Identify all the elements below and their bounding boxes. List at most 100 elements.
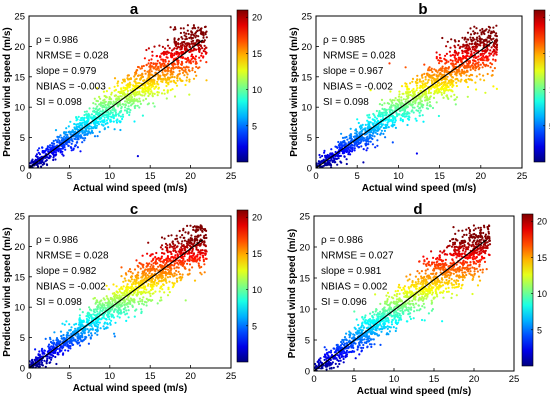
scatter-point (187, 238, 190, 241)
scatter-point (445, 61, 448, 64)
scatter-point (145, 301, 148, 304)
scatter-point (78, 317, 81, 320)
scatter-point (49, 353, 52, 356)
scatter-point (163, 62, 166, 65)
scatter-point (438, 56, 442, 60)
scatter-point (75, 340, 78, 343)
scatter-point (376, 129, 379, 132)
scatter-point (141, 75, 144, 78)
scatter-point (472, 56, 475, 59)
scatter-point (92, 121, 95, 124)
scatter-point (92, 297, 95, 300)
scatter-point (126, 301, 129, 305)
scatter-point (133, 268, 137, 271)
scatter-point (89, 116, 92, 119)
scatter-point (125, 96, 128, 99)
scatter-point (405, 112, 408, 115)
scatter-point (204, 33, 207, 36)
scatter-point (151, 54, 154, 57)
x-tick-label: 5 (67, 371, 72, 382)
scatter-point (162, 60, 165, 63)
scatter-point (419, 98, 422, 101)
y-tick-label: 20 (14, 42, 25, 53)
scatter-point (103, 116, 106, 119)
scatter-point (52, 156, 55, 159)
scatter-point (178, 229, 181, 233)
scatter-point (324, 154, 327, 157)
scatter-point (118, 98, 121, 101)
scatter-point (359, 127, 362, 130)
scatter-point (80, 124, 83, 127)
scatter-point (486, 72, 489, 76)
scatter-point (346, 138, 349, 141)
scatter-point (74, 327, 77, 330)
scatter-point (348, 149, 351, 152)
scatter-point (465, 40, 468, 44)
scatter-point (350, 135, 353, 138)
scatter-point (389, 109, 393, 112)
scatter-point (488, 29, 491, 32)
scatter-point (340, 132, 343, 135)
scatter-point (454, 103, 457, 106)
scatter-point (95, 107, 98, 110)
scatter-point (428, 101, 431, 104)
scatter-point (185, 35, 188, 38)
scatter-point (102, 315, 105, 318)
scatter-point (393, 121, 396, 124)
scatter-point (163, 258, 166, 262)
scatter-point (412, 111, 415, 114)
scatter-point (384, 136, 387, 139)
scatter-point (35, 153, 39, 156)
scatter-point (144, 88, 147, 91)
scatter-point (403, 111, 406, 114)
scatter-point (153, 280, 156, 283)
scatter-point (128, 268, 132, 271)
scatter-point (437, 69, 440, 72)
scatter-point (166, 91, 169, 94)
scatter-point (92, 107, 95, 110)
stat-line: SI = 0.098 (36, 97, 82, 108)
scatter-point (144, 97, 148, 100)
scatter-point (323, 151, 326, 154)
scatter-point (177, 270, 180, 273)
scatter-point (369, 89, 372, 92)
scatter-point (419, 80, 422, 83)
scatter-point (479, 53, 482, 56)
scatter-point (196, 39, 199, 42)
scatter-point (125, 309, 128, 312)
scatter-point (126, 107, 129, 110)
scatter-point (482, 59, 485, 62)
scatter-point (419, 96, 422, 100)
scatter-point (122, 103, 125, 106)
scatter-point (164, 274, 167, 277)
scatter-point (127, 83, 130, 86)
scatter-point (138, 291, 141, 294)
scatter-point (418, 86, 421, 89)
scatter-point (177, 55, 180, 58)
scatter-point (165, 84, 168, 88)
scatter-point (456, 60, 459, 63)
scatter-point (135, 308, 138, 311)
scatter-point (494, 51, 497, 54)
scatter-point (79, 334, 82, 337)
scatter-point (150, 267, 153, 270)
scatter-point (180, 67, 183, 70)
scatter-point (168, 47, 171, 50)
scatter-point (60, 335, 63, 338)
scatter-point (155, 251, 158, 255)
scatter-point (106, 314, 109, 317)
scatter-point (134, 282, 137, 285)
scatter-point (445, 94, 449, 97)
scatter-point (131, 305, 134, 308)
scatter-point (455, 81, 458, 84)
scatter-point (160, 257, 163, 260)
scatter-point (175, 47, 178, 50)
scatter-point (441, 85, 444, 88)
scatter-point (175, 269, 178, 272)
scatter-point (52, 158, 55, 162)
scatter-point (474, 41, 477, 44)
scatter-point (120, 90, 123, 93)
scatter-point (455, 84, 458, 88)
scatter-point (200, 52, 203, 55)
